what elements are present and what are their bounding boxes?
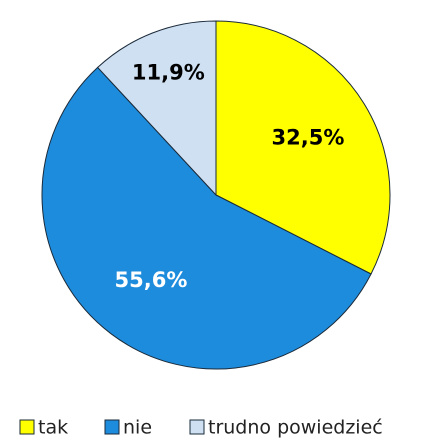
- pie-slice: [41, 66, 372, 370]
- legend-label: trudno powiedzieć: [208, 417, 383, 439]
- value-label: 32,5%: [272, 126, 345, 150]
- legend-label: nie: [123, 417, 152, 439]
- value-label: 55,6%: [115, 268, 188, 292]
- pie-slice: [215, 20, 391, 275]
- legend-swatch: [19, 419, 35, 435]
- legend-swatch: [189, 419, 205, 435]
- legend-swatch: [104, 419, 120, 435]
- pie-slice: [96, 20, 217, 197]
- legend-label: tak: [38, 417, 68, 439]
- value-label: 11,9%: [132, 61, 205, 85]
